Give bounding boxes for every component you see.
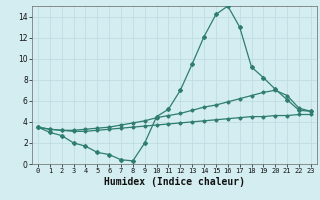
X-axis label: Humidex (Indice chaleur): Humidex (Indice chaleur) — [104, 177, 245, 187]
